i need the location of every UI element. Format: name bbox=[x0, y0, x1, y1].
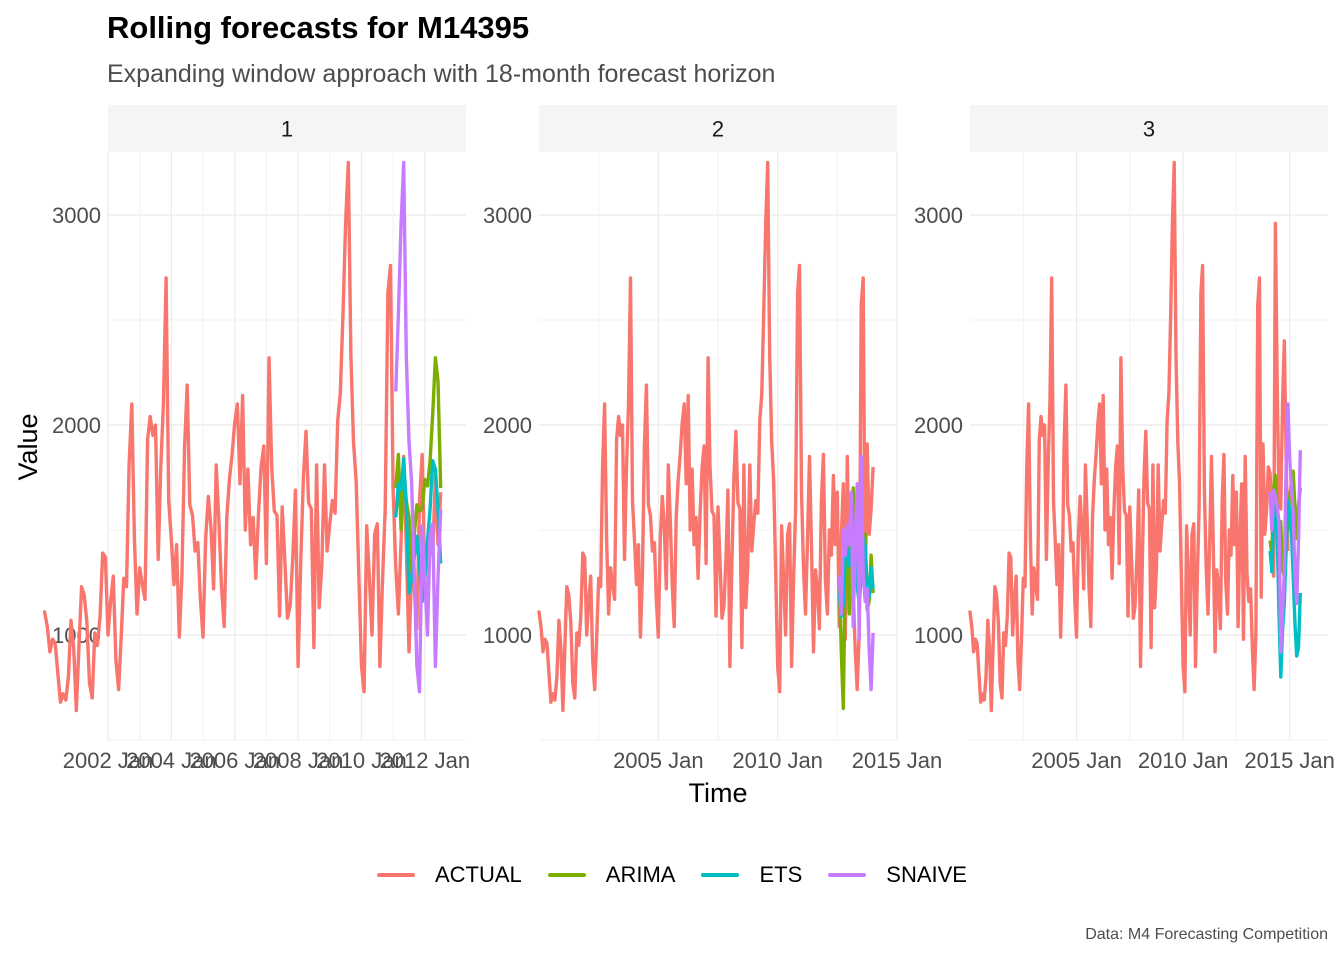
x-tick-label: 2015 Jan bbox=[852, 748, 943, 773]
legend-item-snaive: SNAIVE bbox=[828, 862, 967, 888]
legend-item-actual: ACTUAL bbox=[377, 862, 522, 888]
facet-strip-label-3: 3 bbox=[1143, 117, 1155, 142]
facet-strip-3 bbox=[970, 105, 1328, 152]
series-line-actual-panel-2 bbox=[537, 160, 839, 713]
y-tick-label: 3000 bbox=[914, 203, 963, 228]
x-tick-label: 2010 Jan bbox=[1138, 748, 1229, 773]
facet-strip-label-2: 2 bbox=[712, 117, 724, 142]
x-tick-label: 2010 Jan bbox=[316, 748, 407, 773]
legend-label-actual: ACTUAL bbox=[435, 862, 522, 887]
legend-swatch-arima bbox=[547, 873, 586, 877]
legend-label-arima: ARIMA bbox=[605, 862, 676, 887]
series-line-snaive-panel-2 bbox=[837, 454, 875, 692]
legend-item-ets: ETS bbox=[701, 862, 802, 888]
series-line-snaive-panel-3 bbox=[1268, 402, 1302, 654]
series-line-actual-panel-3 bbox=[968, 160, 1271, 713]
x-tick-label: 2002 Jan bbox=[63, 748, 154, 773]
x-tick-label: 2012 Jan bbox=[380, 748, 471, 773]
y-tick-label: 3000 bbox=[483, 203, 532, 228]
y-tick-label: 2000 bbox=[52, 413, 101, 438]
x-tick-label: 2005 Jan bbox=[613, 748, 704, 773]
x-tick-label: 2015 Jan bbox=[1244, 748, 1335, 773]
x-tick-label: 2006 Jan bbox=[189, 748, 280, 773]
chart-legend: ACTUAL ARIMA ETS SNAIVE bbox=[0, 862, 1344, 888]
x-axis-title: Time bbox=[689, 778, 748, 808]
legend-label-snaive: SNAIVE bbox=[886, 862, 967, 887]
y-tick-label: 2000 bbox=[483, 413, 532, 438]
legend-swatch-snaive bbox=[828, 873, 867, 877]
chart-subtitle: Expanding window approach with 18-month … bbox=[107, 60, 776, 88]
series-line-actual-panel-1 bbox=[42, 160, 395, 713]
y-tick-label: 1000 bbox=[914, 623, 963, 648]
legend-item-arima: ARIMA bbox=[547, 862, 676, 888]
x-tick-label: 2008 Jan bbox=[253, 748, 344, 773]
y-tick-label: 2000 bbox=[914, 413, 963, 438]
facet-strip-label-1: 1 bbox=[281, 117, 293, 142]
x-tick-label: 2010 Jan bbox=[732, 748, 823, 773]
chart-caption: Data: M4 Forecasting Competition bbox=[1085, 926, 1328, 943]
facet-strip-2 bbox=[539, 105, 897, 152]
y-axis-title: Value bbox=[13, 413, 43, 480]
x-tick-label: 2005 Jan bbox=[1031, 748, 1122, 773]
x-tick-label: 2004 Jan bbox=[126, 748, 217, 773]
legend-swatch-actual bbox=[377, 873, 415, 877]
y-tick-label: 1000 bbox=[483, 623, 532, 648]
y-tick-label: 3000 bbox=[52, 203, 101, 228]
legend-label-ets: ETS bbox=[759, 862, 803, 887]
series-line-ets-panel-1 bbox=[394, 456, 443, 604]
chart-title: Rolling forecasts for M14395 bbox=[107, 10, 530, 45]
facet-strip-1 bbox=[108, 105, 466, 152]
series-line-actual-horizon-panel-2 bbox=[835, 276, 875, 692]
series-line-snaive-panel-1 bbox=[394, 160, 443, 694]
legend-swatch-ets bbox=[701, 873, 740, 877]
